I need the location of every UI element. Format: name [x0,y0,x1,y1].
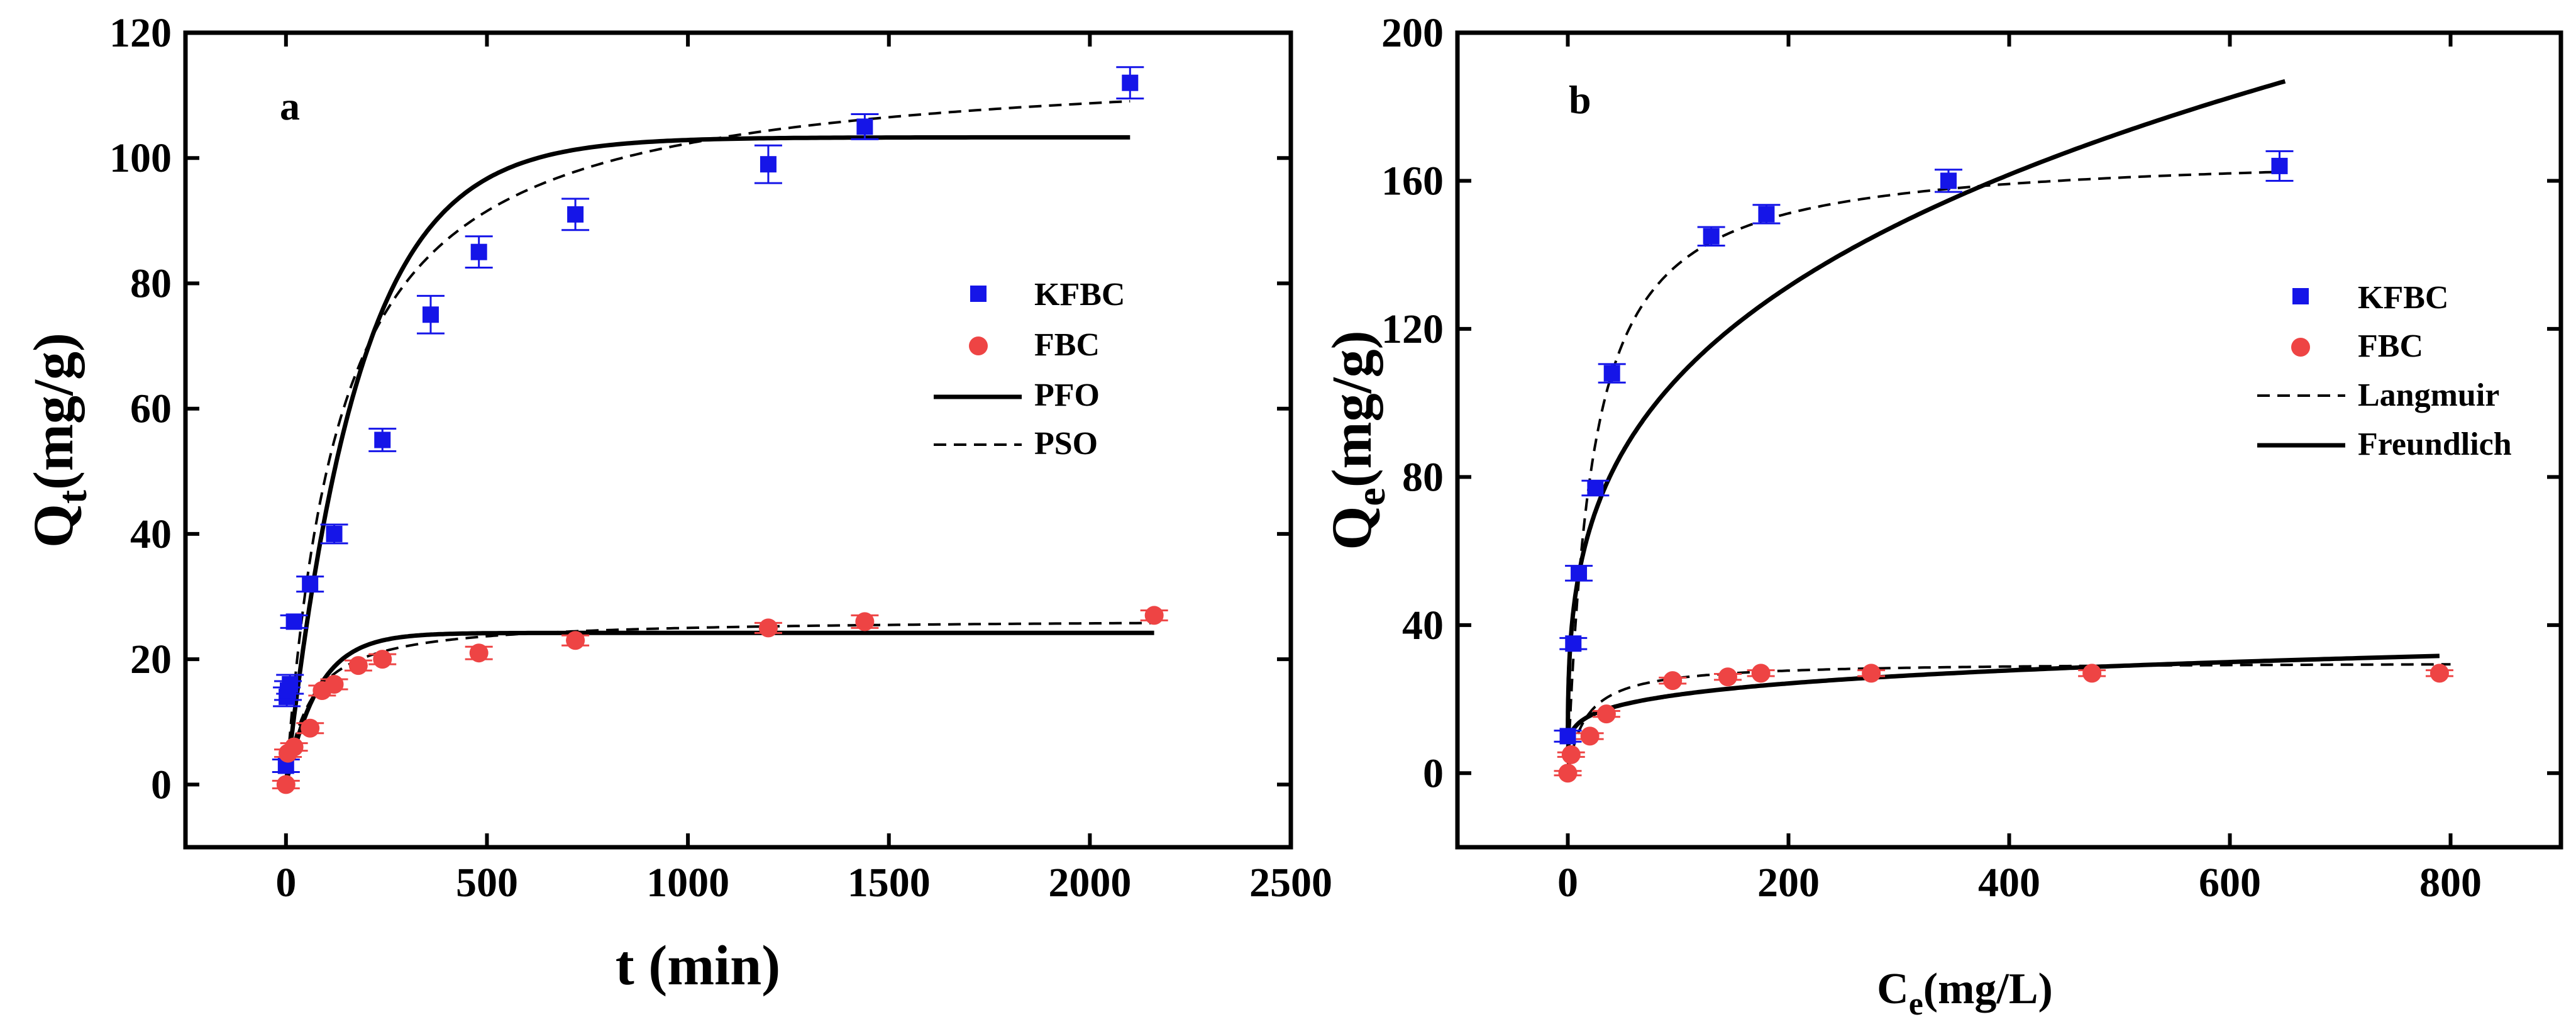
legend-label-kfbc: KFBC [1034,277,1125,313]
legend-marker-kfbc [2292,288,2309,304]
data-point-kfbc [1758,206,1775,223]
data-point-fbc [1862,664,1881,683]
panel-b-ticks: 0 200 400 600 800 0 40 80 120 160 200 [1381,10,2561,906]
x-tick-label: 1000 [646,860,729,906]
data-point-fbc [1663,671,1683,691]
data-point-kfbc [1565,635,1582,652]
panel-a-x-axis-title: t (min) [616,935,780,997]
legend-label-pfo: PFO [1034,377,1100,413]
data-point-fbc [276,775,296,794]
panel-a-frame [183,30,1293,850]
legend-label-langmuir: Langmuir [2358,377,2499,413]
data-point-kfbc [2271,157,2288,174]
data-point-kfbc [1603,365,1620,382]
data-point-kfbc [1703,228,1720,245]
x-tick-label: 0 [1557,860,1578,906]
data-point-kfbc [567,206,584,223]
x-tick-label: 800 [2419,860,2482,906]
legend-label-fbc: FBC [2358,328,2423,364]
x-tick-label: 500 [456,860,518,906]
fit-curve-pfo-fbc [284,630,1154,787]
y-tick-label: 20 [130,637,172,682]
data-point-fbc [1558,764,1578,783]
panel-a-kinetics: 0 500 1000 1500 2000 2500 0 20 40 60 80 100 120 a t … [23,10,1332,997]
x-tick-label: 1500 [848,860,931,906]
legend-marker-fbc [969,336,988,355]
data-point-fbc [1580,726,1600,746]
panel-b-legend: KFBC FBC Langmuir Freundlich [2257,280,2512,462]
fit-curve-freundlich-kfbc [1566,79,2286,735]
data-point-fbc [469,643,489,663]
panel-a-y-axis-title: Qt(mg/g) [23,333,96,548]
legend-label-kfbc: KFBC [2358,280,2448,316]
data-point-fbc [373,650,392,669]
data-point-fbc [1596,704,1616,724]
panel-b-plot-area [1554,79,2453,783]
data-point-fbc [1718,667,1737,687]
x-tick-label: 2500 [1249,860,1332,906]
legend-label-freundlich: Freundlich [2358,426,2512,462]
panel-a-legend: KFBC FBC PFO PSO [934,277,1125,462]
fit-curve-pso-fbc [284,621,1154,786]
data-point-kfbc [1940,172,1957,189]
data-point-fbc [2430,664,2449,683]
data-point-kfbc [856,118,873,135]
x-tick-label: 2000 [1048,860,1131,906]
panel-a-letter: a [280,84,300,128]
y-tick-label: 60 [130,386,172,432]
y-tick-label: 120 [109,10,172,56]
y-tick-label: 40 [130,511,172,557]
panel-b-isotherm: 0 200 400 600 800 0 40 80 120 160 200 b Ce(mg/L) Q… [1321,10,2563,1022]
panel-b-y-axis-title: Qe(mg/g) [1321,330,1394,550]
data-point-fbc [1561,745,1581,764]
data-point-fbc [1751,664,1771,683]
fit-curve-freundlich-fbc [1566,653,2440,758]
legend-label-fbc: FBC [1034,327,1100,363]
data-point-kfbc [1559,728,1576,745]
x-tick-label: 0 [275,860,296,906]
y-tick-label: 100 [109,135,172,181]
data-point-kfbc [374,431,391,448]
data-point-kfbc [1587,480,1604,497]
data-point-kfbc [1122,74,1139,91]
data-point-kfbc [760,156,777,173]
panel-a-ticks: 0 500 1000 1500 2000 2500 0 20 40 60 80 100 120 [109,10,1332,906]
data-point-kfbc [285,613,302,630]
x-tick-label: 200 [1757,860,1820,906]
panel-b-x-axis-title: Ce(mg/L) [1877,965,2053,1022]
data-point-fbc [324,675,344,694]
x-tick-label: 400 [1978,860,2040,906]
legend-marker-kfbc [970,286,987,302]
data-point-kfbc [1571,565,1588,582]
data-point-fbc [2082,664,2102,683]
data-point-kfbc [302,575,319,592]
panel-a-plot-area [272,66,1168,794]
data-point-fbc [758,618,778,638]
data-point-kfbc [422,306,439,323]
data-point-fbc [284,737,304,757]
fit-curve-pfo-kfbc [284,135,1130,787]
legend-marker-fbc [2291,338,2310,357]
panel-b-letter: b [1569,77,1591,122]
y-tick-label: 40 [1402,603,1444,648]
y-tick-label: 80 [1402,454,1444,500]
fit-curve-langmuir-kfbc [1566,170,2286,773]
data-point-fbc [348,656,368,675]
y-tick-label: 120 [1381,306,1444,352]
x-tick-label: 600 [2199,860,2261,906]
legend-label-pso: PSO [1034,426,1098,462]
y-tick-label: 200 [1381,10,1444,56]
data-point-kfbc [470,243,487,260]
y-tick-label: 160 [1381,158,1444,204]
data-point-fbc [1144,606,1164,625]
data-point-kfbc [282,676,299,692]
data-point-kfbc [326,525,343,542]
y-tick-label: 0 [151,762,172,808]
data-point-fbc [855,612,875,631]
y-tick-label: 0 [1423,750,1444,796]
y-tick-label: 80 [130,260,172,306]
data-point-fbc [301,718,320,738]
data-point-fbc [566,631,585,650]
